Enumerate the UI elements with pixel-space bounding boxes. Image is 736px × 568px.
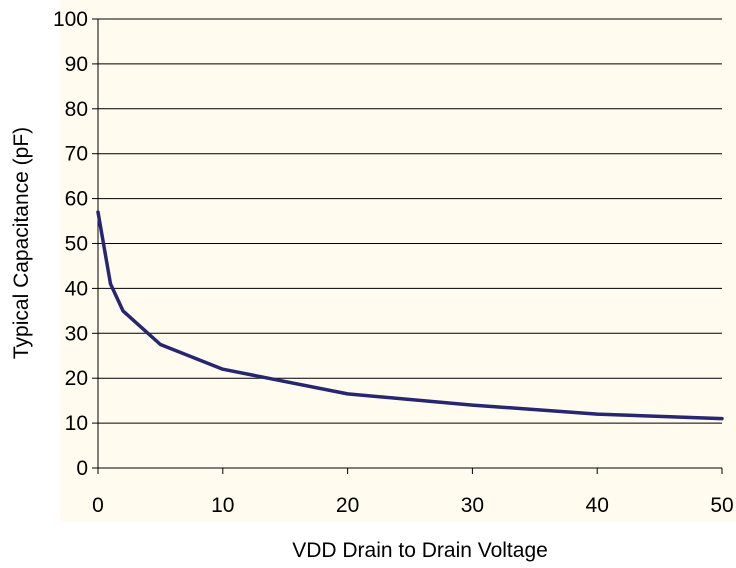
y-tick-label-40: 40	[65, 277, 88, 300]
y-tick-labels: 0 10 20 30 40 50 60 70 80 90 100	[53, 8, 88, 480]
y-tick-label-30: 30	[65, 322, 88, 345]
axes	[92, 18, 723, 474]
y-tick-label-60: 60	[65, 188, 88, 211]
x-tick-label-50: 50	[710, 494, 733, 517]
x-tick-labels: 0 10 20 30 40 50	[92, 494, 734, 517]
y-tick-label-20: 20	[65, 367, 88, 390]
x-tick-label-30: 30	[461, 494, 484, 517]
y-tick-label-0: 0	[76, 457, 88, 480]
gridlines	[98, 18, 722, 424]
y-tick-label-50: 50	[65, 233, 88, 256]
series-lines	[96, 210, 724, 421]
x-tick-label-0: 0	[92, 494, 104, 517]
plot-area-background	[60, 0, 736, 522]
x-axis-title: VDD Drain to Drain Voltage	[292, 539, 548, 562]
series-line-0	[96, 210, 724, 421]
y-tick-label-100: 100	[53, 8, 88, 31]
y-tick-label-10: 10	[65, 412, 88, 435]
x-tick-label-40: 40	[586, 494, 609, 517]
x-tick-label-20: 20	[336, 494, 359, 517]
y-axis-title: Typical Capacitance (pF)	[10, 127, 33, 359]
y-tick-label-90: 90	[65, 53, 88, 76]
x-tick-label-10: 10	[211, 494, 234, 517]
y-tick-label-80: 80	[65, 98, 88, 121]
y-tick-label-70: 70	[65, 143, 88, 166]
